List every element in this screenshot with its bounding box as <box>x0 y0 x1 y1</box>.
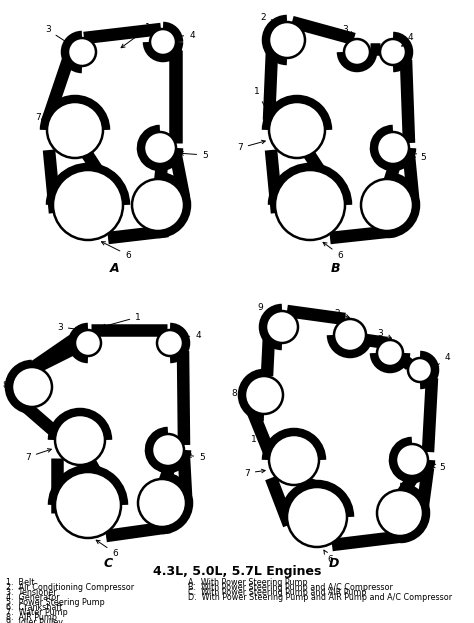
Text: 4.  Generator: 4. Generator <box>6 593 60 602</box>
Text: 5: 5 <box>180 151 208 159</box>
Text: 9.  Idler Pulley: 9. Idler Pulley <box>6 618 63 623</box>
Circle shape <box>157 330 183 356</box>
Circle shape <box>287 487 347 547</box>
Circle shape <box>150 29 176 55</box>
Text: 1: 1 <box>251 435 266 448</box>
Text: 3: 3 <box>45 26 71 45</box>
Circle shape <box>55 472 121 538</box>
Circle shape <box>47 102 103 158</box>
Text: 8: 8 <box>2 381 11 389</box>
Circle shape <box>377 132 409 164</box>
Circle shape <box>396 444 428 476</box>
Text: 1: 1 <box>102 313 141 328</box>
Text: D.  With Power Steering Pump and AIR Pump and A/C Compressor: D. With Power Steering Pump and AIR Pump… <box>188 593 452 602</box>
Circle shape <box>334 319 366 351</box>
Text: 5: 5 <box>413 153 426 163</box>
Text: 5.  Power Steering Pump: 5. Power Steering Pump <box>6 598 105 607</box>
Text: B: B <box>330 262 340 275</box>
Text: 7: 7 <box>25 449 51 462</box>
Circle shape <box>132 179 184 231</box>
Text: 6: 6 <box>324 550 333 564</box>
Text: C: C <box>103 557 112 570</box>
Text: 7: 7 <box>237 140 265 153</box>
Text: 2: 2 <box>334 308 349 318</box>
Text: 6: 6 <box>101 242 131 260</box>
Text: 9: 9 <box>257 303 273 312</box>
Circle shape <box>152 434 184 466</box>
Text: A.  With Power Steering Pump: A. With Power Steering Pump <box>188 578 308 587</box>
Circle shape <box>275 170 345 240</box>
Circle shape <box>269 435 319 485</box>
Text: 3: 3 <box>342 26 354 35</box>
Circle shape <box>53 170 123 240</box>
Circle shape <box>75 330 101 356</box>
Text: 4: 4 <box>175 31 195 39</box>
Circle shape <box>361 179 413 231</box>
Text: C.  With Power Steering Pump and AIR Pump: C. With Power Steering Pump and AIR Pump <box>188 588 366 597</box>
Text: 7: 7 <box>35 113 46 127</box>
Text: 8.  AIR Pump: 8. AIR Pump <box>6 613 57 622</box>
Text: 3: 3 <box>377 328 392 338</box>
Text: 2: 2 <box>260 14 278 22</box>
Circle shape <box>138 479 186 527</box>
Circle shape <box>55 415 105 465</box>
Text: 5: 5 <box>188 452 205 462</box>
Circle shape <box>12 367 52 407</box>
Text: 1: 1 <box>254 87 269 115</box>
Circle shape <box>380 39 406 65</box>
Circle shape <box>245 376 283 414</box>
Text: 7: 7 <box>244 468 265 477</box>
Circle shape <box>269 102 325 158</box>
Circle shape <box>266 311 298 343</box>
Text: 6: 6 <box>323 242 343 260</box>
Circle shape <box>377 340 403 366</box>
Text: 6.  Crankshaft: 6. Crankshaft <box>6 603 62 612</box>
Text: 4: 4 <box>435 353 450 368</box>
Circle shape <box>144 132 176 164</box>
Text: 6: 6 <box>96 540 118 558</box>
Circle shape <box>408 358 432 382</box>
Circle shape <box>269 22 305 58</box>
Text: D: D <box>329 557 339 570</box>
Text: 4: 4 <box>182 330 201 340</box>
Text: 1: 1 <box>121 24 151 48</box>
Text: A: A <box>110 262 120 275</box>
Text: 8: 8 <box>231 389 244 397</box>
Text: 4: 4 <box>402 34 413 46</box>
Text: 1.  Belt: 1. Belt <box>6 578 35 587</box>
Text: 3: 3 <box>57 323 79 331</box>
Circle shape <box>377 490 423 536</box>
Text: B.  With Power Steering Pump and A/C Compressor: B. With Power Steering Pump and A/C Comp… <box>188 583 393 592</box>
Circle shape <box>68 38 96 66</box>
Text: 4.3L, 5.0L, 5.7L Engines: 4.3L, 5.0L, 5.7L Engines <box>153 565 321 578</box>
Text: 2.  Air Conditioning Compressor: 2. Air Conditioning Compressor <box>6 583 134 592</box>
Text: 7.  Water Pump: 7. Water Pump <box>6 608 68 617</box>
Text: 3.  Tensioner: 3. Tensioner <box>6 588 56 597</box>
Text: 5: 5 <box>432 462 445 472</box>
Circle shape <box>344 39 370 65</box>
